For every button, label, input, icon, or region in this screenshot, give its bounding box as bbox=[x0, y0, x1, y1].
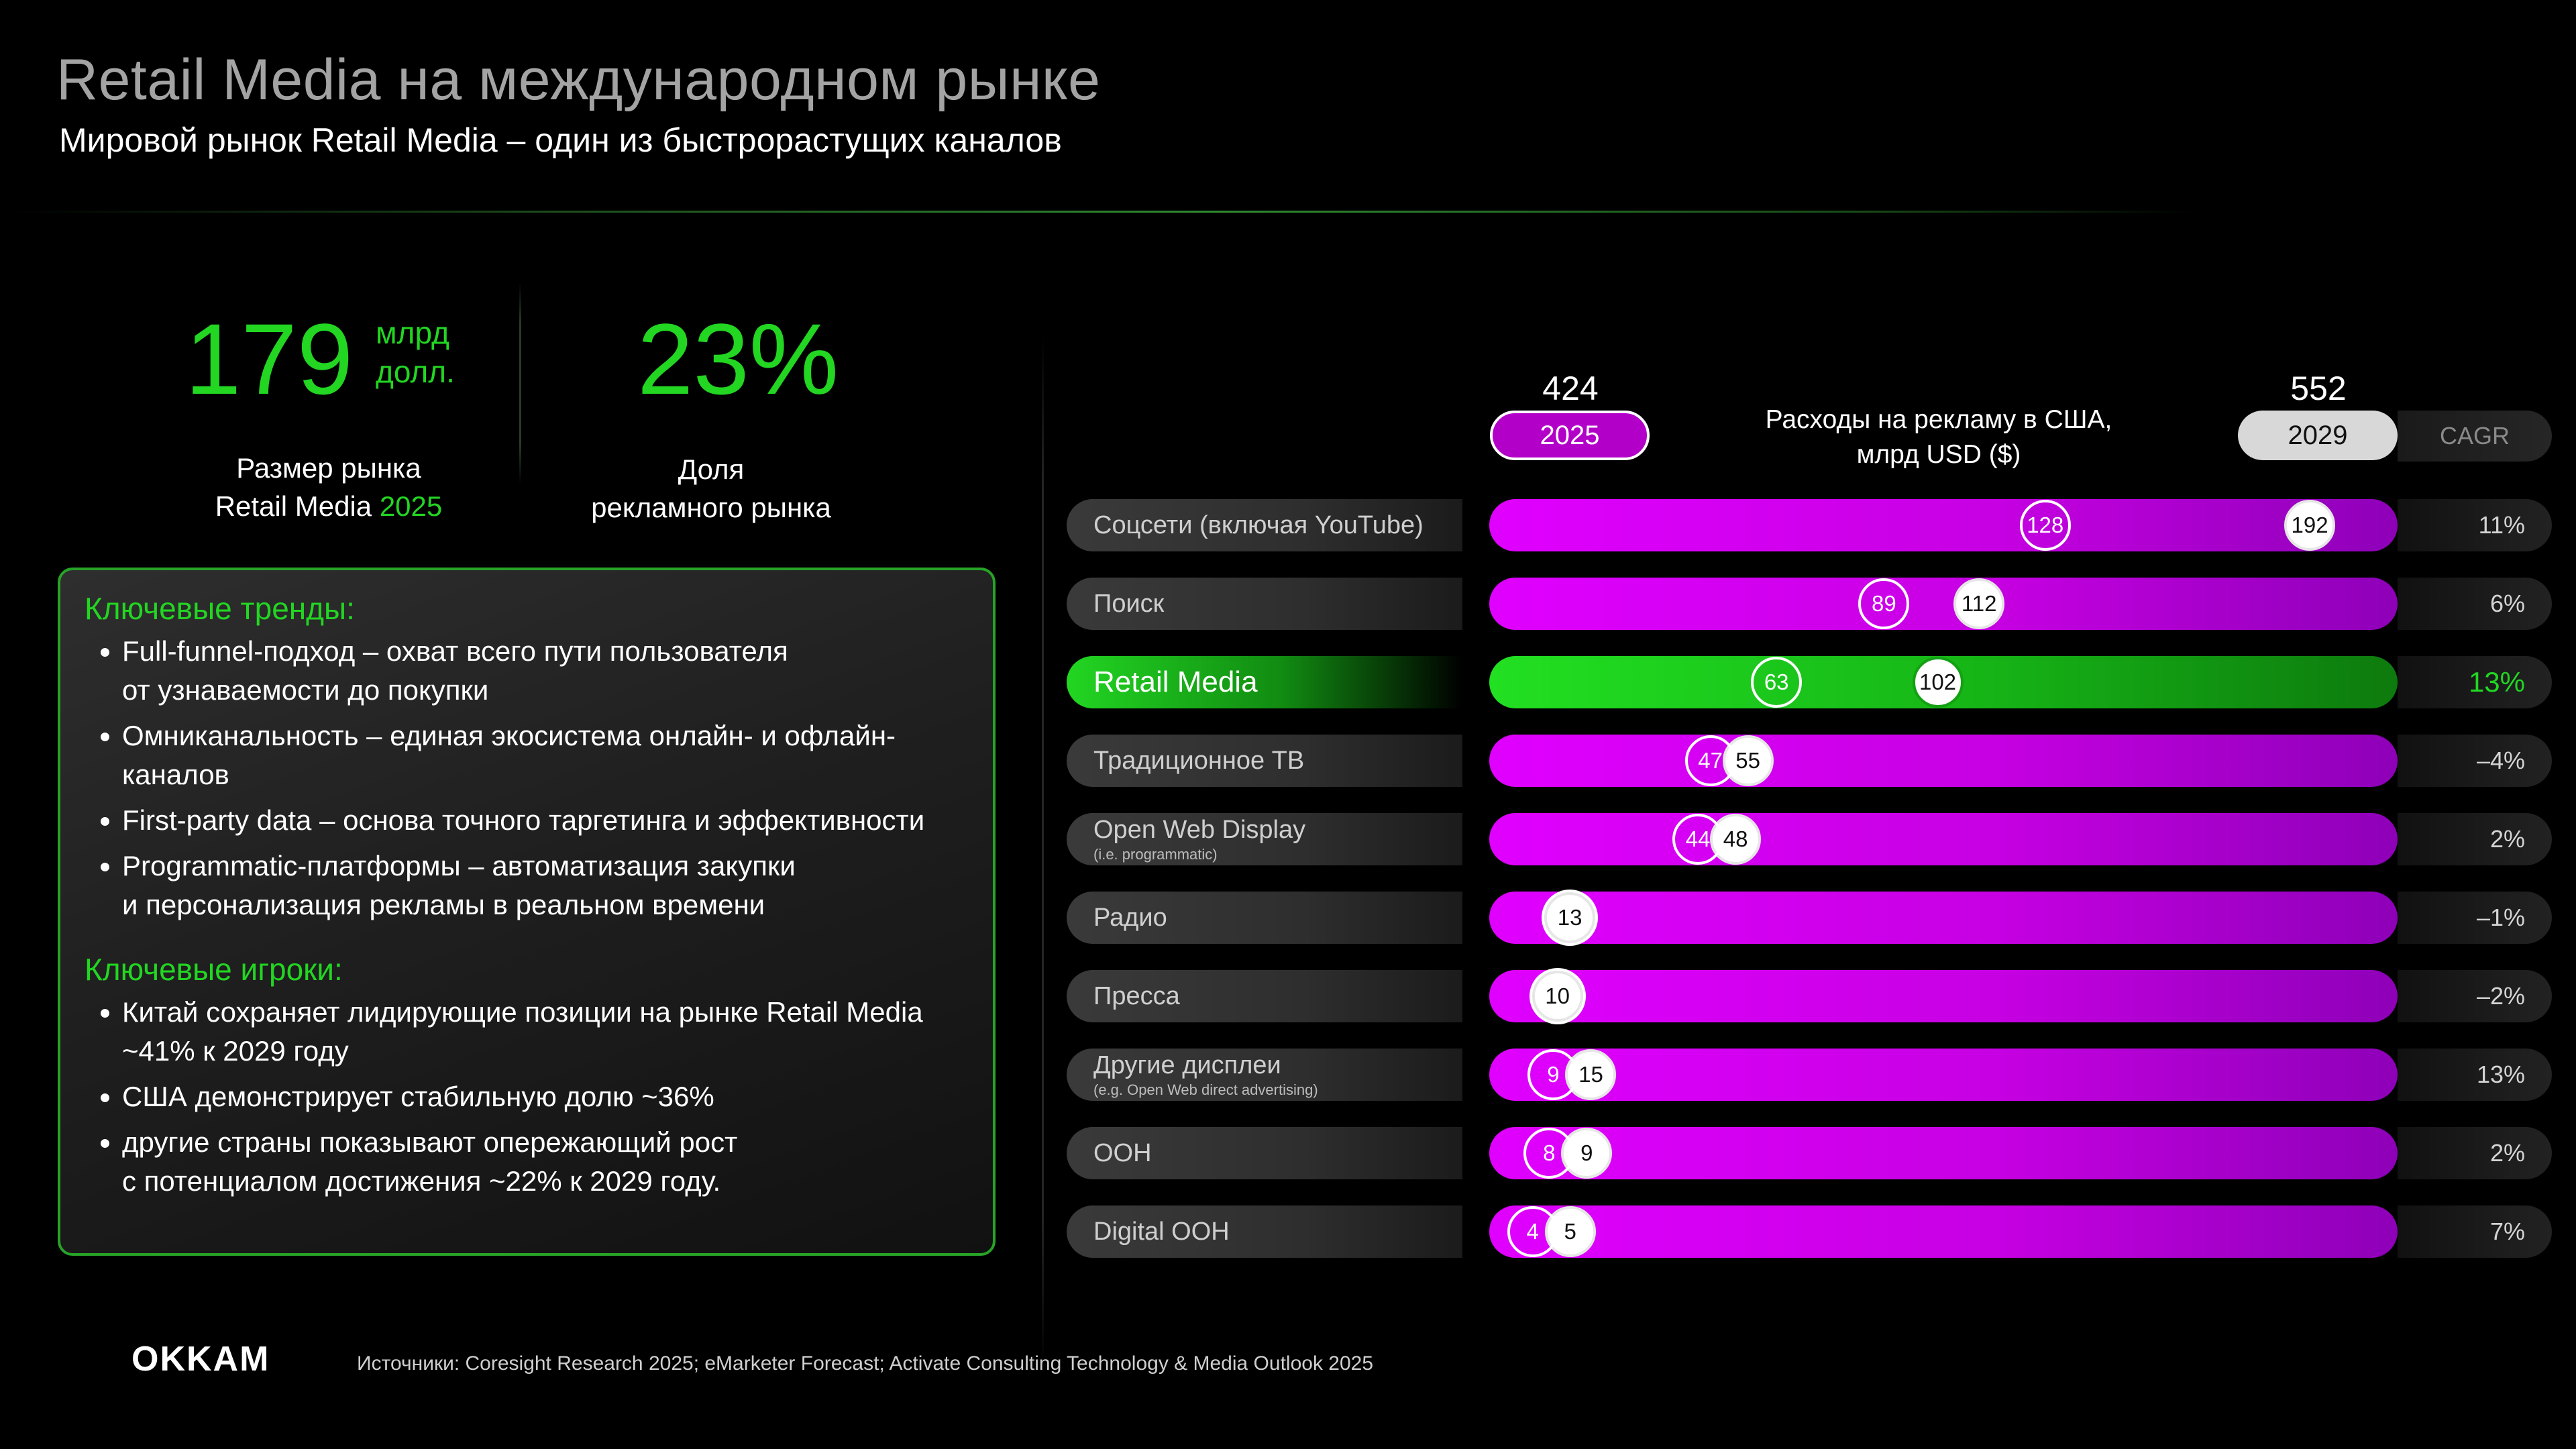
category-bar bbox=[1489, 970, 2398, 1022]
section-divider bbox=[1042, 335, 1044, 1368]
market-size-caption-text: Retail Media bbox=[215, 490, 380, 522]
category-label: Пресса bbox=[1067, 970, 1462, 1022]
marker-2029: 112 bbox=[1953, 578, 2005, 629]
category-label: Поиск bbox=[1067, 578, 1462, 630]
marker-2029: 13 bbox=[1544, 892, 1596, 943]
share-caption: Доля рекламного рынка bbox=[564, 451, 859, 527]
player-item: Китай сохраняет лидирующие позиции на ры… bbox=[122, 993, 969, 1071]
marker-2025: 89 bbox=[1858, 578, 1910, 629]
trend-item: Омниканальность – единая экосистема онла… bbox=[122, 716, 969, 794]
cagr-value: –4% bbox=[2398, 735, 2552, 787]
market-size-caption-year: 2025 bbox=[379, 490, 443, 522]
category-label-text: Традиционное ТВ bbox=[1093, 746, 1305, 775]
category-label-text: Open Web Display bbox=[1093, 815, 1306, 844]
trends-heading: Ключевые тренды: bbox=[85, 591, 355, 626]
trends-list: Full-funnel-подход – охват всего пути по… bbox=[85, 632, 969, 924]
category-label: Традиционное ТВ bbox=[1067, 735, 1462, 787]
market-size-unit-line1: млрд bbox=[376, 315, 449, 350]
category-label: Другие дисплеи (e.g. Open Web direct adve… bbox=[1067, 1049, 1462, 1101]
category-bar bbox=[1489, 1205, 2398, 1258]
category-label: Retail Media bbox=[1067, 656, 1462, 708]
category-label-note: (i.e. programmatic) bbox=[1093, 845, 1218, 863]
category-label: Радио bbox=[1067, 892, 1462, 944]
category-bar bbox=[1489, 1127, 2398, 1179]
total-2029: 552 bbox=[2290, 370, 2347, 407]
total-2025: 424 bbox=[1542, 370, 1599, 407]
okkam-logo: OKKAM bbox=[131, 1340, 270, 1379]
sources-note: Источники: Coresight Research 2025; eMar… bbox=[357, 1352, 1374, 1375]
cagr-value: 2% bbox=[2398, 1127, 2552, 1179]
category-bar bbox=[1489, 578, 2398, 630]
market-size-caption-line2: Retail Media 2025 bbox=[168, 488, 490, 526]
marker-2029: 102 bbox=[1912, 657, 1964, 708]
legend-2029: 2029 bbox=[2238, 411, 2398, 460]
marker-2025: 63 bbox=[1751, 657, 1803, 708]
category-bar bbox=[1489, 892, 2398, 944]
category-label: OOH bbox=[1067, 1127, 1462, 1179]
category-bar bbox=[1489, 813, 2398, 865]
players-list: Китай сохраняет лидирующие позиции на ры… bbox=[85, 993, 969, 1201]
market-size-value: 179 bbox=[185, 303, 354, 415]
marker-2029: 10 bbox=[1532, 971, 1583, 1022]
cagr-value: 13% bbox=[2398, 656, 2552, 708]
category-bar bbox=[1489, 499, 2398, 551]
market-size-unit-line2: долл. bbox=[376, 354, 455, 389]
category-bar bbox=[1489, 735, 2398, 787]
player-item: другие страны показывают опережающий рос… bbox=[122, 1123, 969, 1201]
page-title: Retail Media на международном рынке bbox=[56, 48, 1101, 112]
category-label-note: (e.g. Open Web direct advertising) bbox=[1093, 1081, 1318, 1098]
cagr-header: CAGR bbox=[2398, 411, 2552, 462]
trend-item: Full-funnel-подход – охват всего пути по… bbox=[122, 632, 969, 710]
page-subtitle: Мировой рынок Retail Media – один из быс… bbox=[59, 121, 1062, 159]
marker-2029: 48 bbox=[1710, 814, 1762, 865]
category-bar bbox=[1489, 1049, 2398, 1101]
market-size-caption-line1: Размер рынка bbox=[236, 452, 421, 484]
category-label-text: Пресса bbox=[1093, 981, 1180, 1010]
cagr-value: 7% bbox=[2398, 1205, 2552, 1258]
marker-2025: 8 bbox=[1523, 1128, 1575, 1179]
marker-2029: 192 bbox=[2284, 500, 2336, 551]
legend-2025: 2025 bbox=[1490, 411, 1650, 460]
category-label: Open Web Display (i.e. programmatic) bbox=[1067, 813, 1462, 865]
cagr-value: 6% bbox=[2398, 578, 2552, 630]
share-caption-line2: рекламного рынка bbox=[591, 491, 831, 523]
share-caption-line1: Доля bbox=[678, 453, 745, 485]
marker-2029: 5 bbox=[1544, 1206, 1596, 1257]
header-divider bbox=[13, 211, 2194, 213]
cagr-value: –2% bbox=[2398, 970, 2552, 1022]
cagr-value: 11% bbox=[2398, 499, 2552, 551]
trend-item: First-party data – основа точного таргет… bbox=[122, 801, 969, 840]
trend-item: Programmatic-платформы – автоматизация з… bbox=[122, 847, 969, 924]
marker-2025: 128 bbox=[2019, 500, 2071, 551]
market-size-unit: млрд долл. bbox=[376, 314, 455, 391]
category-label: Digital OOH bbox=[1067, 1205, 1462, 1258]
trends-panel: Ключевые тренды: Full-funnel-подход – ох… bbox=[58, 568, 996, 1256]
share-value: 23% bbox=[637, 303, 839, 415]
marker-2025: 44 bbox=[1672, 814, 1724, 865]
marker-2025: 47 bbox=[1684, 735, 1736, 786]
marker-2025: 4 bbox=[1507, 1206, 1558, 1257]
cagr-value: 2% bbox=[2398, 813, 2552, 865]
chart-title-line2: млрд USD ($) bbox=[1856, 440, 2021, 469]
category-label-text: Другие дисплеи bbox=[1093, 1051, 1281, 1079]
cagr-value: –1% bbox=[2398, 892, 2552, 944]
category-label-text: Радио bbox=[1093, 903, 1167, 932]
category-label-text: Retail Media bbox=[1093, 665, 1258, 698]
category-label: Соцсети (включая YouTube) bbox=[1067, 499, 1462, 551]
category-label-text: OOH bbox=[1093, 1138, 1152, 1167]
category-label-text: Соцсети (включая YouTube) bbox=[1093, 511, 1424, 539]
chart-title: Расходы на рекламу в США, млрд USD ($) bbox=[1717, 402, 2160, 472]
category-label-text: Digital OOH bbox=[1093, 1217, 1230, 1246]
marker-2025: 9 bbox=[1527, 1049, 1579, 1100]
players-heading: Ключевые игроки: bbox=[85, 952, 343, 987]
chart-title-line1: Расходы на рекламу в США, bbox=[1765, 405, 2112, 434]
category-label-text: Поиск bbox=[1093, 589, 1165, 618]
kpi-divider bbox=[519, 283, 521, 484]
market-size-caption: Размер рынка Retail Media 2025 bbox=[168, 449, 490, 525]
player-item: США демонстрирует стабильную долю ~36% bbox=[122, 1077, 969, 1116]
cagr-value: 13% bbox=[2398, 1049, 2552, 1101]
